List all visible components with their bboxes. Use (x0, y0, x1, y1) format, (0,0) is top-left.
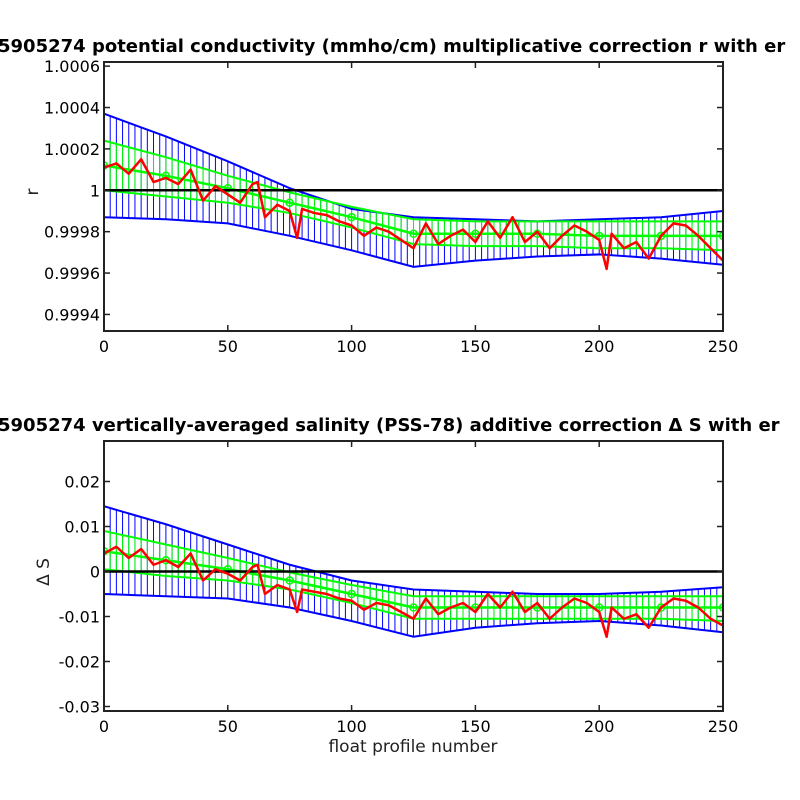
y-tick-label: 1 (90, 181, 100, 200)
error-envelope-lower (104, 216, 723, 268)
fit-error-lower (104, 189, 723, 252)
fit-error-upper (104, 139, 723, 223)
y-tick-label: 1.0002 (44, 140, 100, 159)
x-tick-label: 0 (99, 337, 109, 356)
conductivity-correction-panel: 5905274 potential conductivity (mmho/cm)… (0, 36, 785, 356)
fit-error-upper (104, 530, 723, 598)
fit-point (285, 576, 294, 585)
fit-point (656, 603, 666, 612)
fit-point (285, 198, 294, 207)
x-tick-label: 250 (708, 337, 739, 356)
x-tick-label: 50 (218, 337, 238, 356)
y-axis-label: Δ S (34, 558, 54, 586)
plot-area (104, 112, 723, 271)
x-tick-label: 100 (336, 337, 367, 356)
axes-box (103, 61, 724, 332)
fit-point (409, 229, 418, 238)
x-tick-label: 0 (99, 717, 109, 736)
x-tick-label: 200 (584, 717, 615, 736)
y-tick-label: 0.9998 (44, 223, 100, 242)
x-tick-label: 50 (218, 717, 238, 736)
y-tick-label: 0.9994 (44, 305, 100, 324)
y-tick-label: 0.01 (64, 518, 100, 537)
y-tick-label: -0.02 (59, 653, 100, 672)
y-tick-label: 1.0004 (44, 99, 100, 118)
y-tick-label: 0.9996 (44, 264, 100, 283)
y-tick-label: -0.01 (59, 608, 100, 627)
axes-box (103, 440, 724, 712)
error-envelope-upper (104, 505, 723, 595)
y-tick-label: 1.0006 (44, 57, 100, 76)
correction-series (104, 158, 723, 271)
y-tick-label: 0.02 (64, 473, 100, 492)
error-envelope-upper (104, 112, 723, 223)
fit-point (223, 183, 233, 193)
fit-point (409, 603, 418, 612)
x-tick-label: 100 (336, 717, 367, 736)
x-axis-label: float profile number (328, 737, 497, 757)
y-tick-label: 0 (90, 563, 100, 582)
y-tick-label: -0.03 (59, 698, 100, 717)
fit-series (104, 164, 723, 238)
error-envelope-lower (104, 593, 723, 638)
salinity-correction-panel: 5905274 vertically-averaged salinity (PS… (0, 415, 780, 757)
fit-point (347, 212, 356, 222)
fit-series (104, 550, 723, 609)
correction-series (104, 545, 723, 638)
y-axis-label: r (23, 189, 43, 196)
chart-title: 5905274 vertically-averaged salinity (PS… (0, 415, 780, 436)
fit-point (161, 171, 171, 181)
x-tick-label: 200 (584, 337, 615, 356)
fit-point (718, 231, 723, 241)
x-tick-label: 250 (708, 717, 739, 736)
fit-point (347, 589, 356, 599)
plot-area (104, 505, 723, 638)
x-tick-label: 150 (460, 717, 491, 736)
x-tick-label: 150 (460, 337, 491, 356)
fit-point (718, 603, 723, 612)
chart-title: 5905274 potential conductivity (mmho/cm)… (0, 36, 785, 57)
fit-point (656, 231, 666, 241)
